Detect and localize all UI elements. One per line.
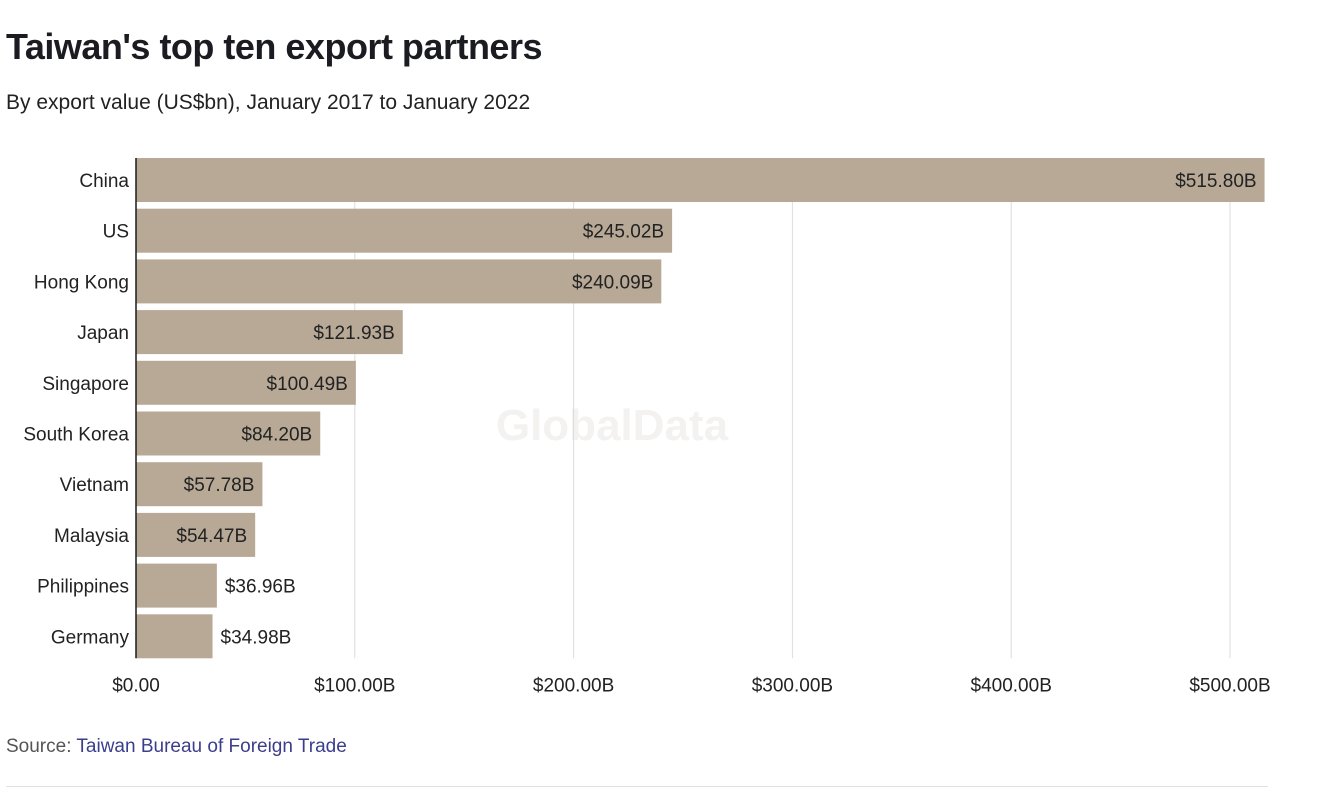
x-tick-label: $0.00 <box>112 675 160 696</box>
value-label: $121.93B <box>313 323 394 344</box>
category-labels: China US Hong Kong Japan Singapore South Kore… <box>23 171 129 648</box>
x-tick-label: $400.00B <box>971 675 1052 696</box>
value-label: $245.02B <box>583 222 664 243</box>
value-label: $54.47B <box>176 526 247 547</box>
category-label: China <box>79 171 129 192</box>
value-label: $84.20B <box>241 425 312 446</box>
bar <box>136 310 403 355</box>
watermark: GlobalData <box>496 401 729 450</box>
chart-subtitle: By export value (US$bn), January 2017 to… <box>6 91 531 114</box>
source-link[interactable]: Taiwan Bureau of Foreign Trade <box>76 736 347 757</box>
value-label: $100.49B <box>267 374 348 395</box>
bar <box>136 360 356 405</box>
bar <box>136 563 217 608</box>
category-label: Germany <box>51 627 130 648</box>
bar <box>136 411 321 456</box>
x-tick-label: $200.00B <box>533 675 614 696</box>
bar <box>136 512 256 557</box>
bar <box>136 208 673 253</box>
x-axis-ticks: $0.00 $100.00B $200.00B $300.00B $400.00B $50… <box>112 675 1270 696</box>
category-label: Hong Kong <box>34 272 129 293</box>
value-labels: $515.80B $245.02B $240.09B $121.93B $100.49B… <box>176 171 1256 648</box>
source-note: Source: Taiwan Bureau of Foreign Trade <box>6 736 347 758</box>
category-label: Malaysia <box>54 526 129 547</box>
category-label: US <box>103 222 129 243</box>
x-tick-label: $500.00B <box>1189 675 1270 696</box>
chart-title: Taiwan's top ten export partners <box>6 26 543 67</box>
bars <box>136 158 1265 659</box>
category-label: Singapore <box>42 374 129 395</box>
category-label: Philippines <box>37 577 129 598</box>
bar-chart: GlobalData China US Hong Kong Japan Singapor… <box>23 158 1271 696</box>
source-prefix: Source: <box>6 736 77 757</box>
category-label: South Korea <box>23 425 129 446</box>
bar <box>136 158 1265 202</box>
category-label: Japan <box>77 323 129 344</box>
x-tick-label: $300.00B <box>752 675 833 696</box>
footer-divider <box>6 786 1268 787</box>
x-tick-label: $100.00B <box>314 675 395 696</box>
value-label: $515.80B <box>1175 171 1256 192</box>
value-label: $34.98B <box>221 627 292 648</box>
value-label: $240.09B <box>572 272 653 293</box>
bar <box>136 614 213 659</box>
value-label: $57.78B <box>184 475 255 496</box>
bar <box>136 259 662 304</box>
bar <box>136 462 263 507</box>
category-label: Vietnam <box>60 475 129 496</box>
value-label: $36.96B <box>225 577 296 598</box>
